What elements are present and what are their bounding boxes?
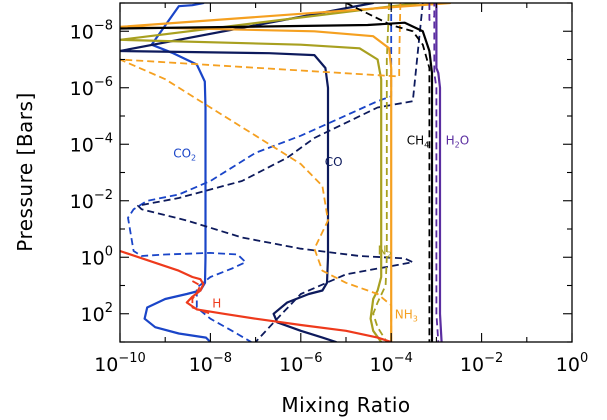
series-labels: CO2 CO N2 NH3 H CH4 H2O <box>173 133 469 323</box>
ch4-label: CH4 <box>407 133 430 149</box>
y-tick-label: 100 <box>81 244 113 269</box>
nh3-solid-line <box>120 3 452 342</box>
n2-solid-line <box>120 3 420 342</box>
x-tick-label: 10−2 <box>460 351 503 376</box>
h2o-dashed-line <box>428 3 440 342</box>
axis-ticks: 10−10 10−8 10−6 10−4 10−2 100 10−8 10−6 10−4 10−2… <box>70 2 588 376</box>
co2-solid-line <box>143 3 212 342</box>
nh3-label: NH3 <box>395 308 418 324</box>
co2-label: CO2 <box>173 147 196 163</box>
h-solid-line <box>120 249 393 342</box>
h2o-solid-line <box>435 3 443 342</box>
h2o-label: H2O <box>446 133 470 149</box>
y-tick-label: 102 <box>81 301 113 326</box>
x-tick-label: 10−4 <box>370 351 413 376</box>
y-tick-label: 10−4 <box>70 131 113 156</box>
n2-label: N2 <box>378 244 392 260</box>
n2-dashed-line <box>372 3 390 342</box>
series-layer <box>120 3 452 342</box>
nh3-dashed-line <box>120 3 402 342</box>
x-tick-label: 10−8 <box>189 351 232 376</box>
y-tick-label: 10−2 <box>70 188 113 213</box>
h-label: H <box>212 297 221 311</box>
h-dashed-line <box>191 280 211 315</box>
y-tick-label: 10−6 <box>70 75 113 100</box>
x-tick-label: 100 <box>556 351 588 376</box>
co-label: CO <box>325 155 343 169</box>
y-tick-label: 10−8 <box>70 18 113 43</box>
co-dashed-line <box>137 3 424 342</box>
ch4-dashed-line <box>345 3 431 342</box>
x-tick-label: 10−10 <box>94 351 146 376</box>
ch4-solid-line <box>120 21 434 342</box>
y-axis-title: Pressure [Bars] <box>13 92 37 251</box>
co-solid-line <box>120 3 375 342</box>
x-axis-title: Mixing Ratio <box>281 393 410 417</box>
x-tick-label: 10−6 <box>279 351 322 376</box>
plot-frame <box>119 2 573 343</box>
